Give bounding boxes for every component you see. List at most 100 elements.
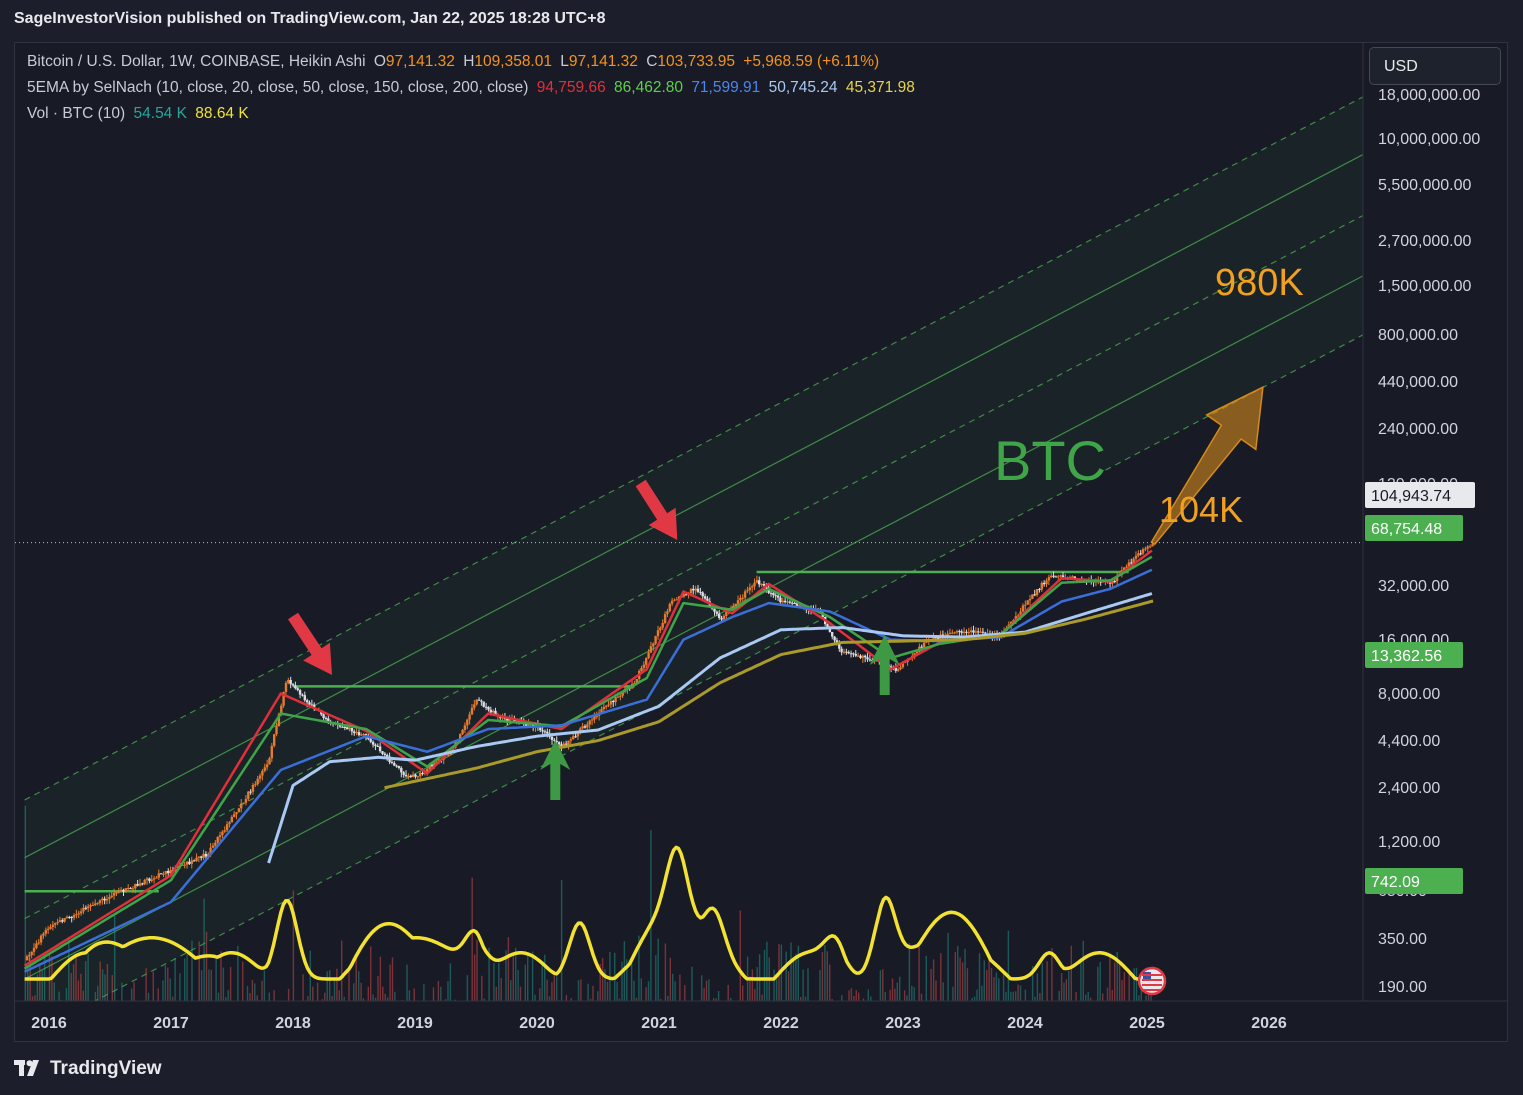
volume-bar — [515, 947, 517, 1001]
candle-body — [842, 651, 846, 653]
legend-h-label: H — [463, 53, 475, 70]
legend-o-label: O — [373, 53, 386, 70]
volume-bar — [1121, 980, 1123, 1001]
volume-bar — [899, 976, 901, 1001]
candle-body — [348, 727, 351, 730]
volume-bar — [476, 939, 478, 1001]
volume-bar — [826, 951, 828, 1001]
volume-bar — [633, 980, 635, 1001]
candle-body — [25, 956, 29, 961]
candle-body — [849, 653, 853, 655]
volume-bar — [65, 988, 68, 1001]
candle-body — [164, 871, 168, 874]
candle-body — [411, 774, 415, 777]
candle-body — [776, 595, 780, 598]
candle-body — [501, 717, 504, 719]
volume-bar — [157, 988, 159, 1001]
candle-body — [901, 662, 905, 668]
legend-c-label: C — [646, 53, 658, 70]
candle-body — [656, 630, 660, 637]
annotation-btc-label: BTC — [994, 429, 1106, 492]
candle-body — [852, 653, 855, 655]
volume-bar — [379, 956, 382, 1001]
volume-bar — [621, 961, 623, 1001]
candle-body — [670, 600, 674, 604]
volume-bar — [80, 973, 82, 1001]
candle-body — [371, 741, 375, 745]
us-flag-icon[interactable] — [1137, 966, 1167, 996]
candle-body — [353, 731, 356, 734]
candle-body — [856, 655, 860, 657]
candle-body — [306, 700, 309, 703]
candle-body — [652, 643, 655, 647]
level-price-label: 742.09 — [1371, 874, 1420, 891]
candle-body — [612, 700, 615, 703]
currency-button[interactable]: USD — [1369, 47, 1501, 85]
volume-bar — [440, 986, 442, 1001]
candle-body — [188, 861, 191, 864]
candle-body — [308, 702, 311, 705]
candle-body — [795, 603, 799, 607]
volume-bar — [599, 964, 601, 1001]
candle-body — [1040, 582, 1043, 590]
candle-body — [84, 907, 87, 909]
candle-body — [1050, 575, 1053, 578]
footer-brand[interactable]: TradingView — [14, 1058, 162, 1080]
x-axis-tick-label: 2025 — [1129, 1015, 1165, 1032]
volume-bar — [882, 969, 884, 1001]
volume-bar — [287, 988, 290, 1001]
candle-body — [35, 943, 38, 948]
volume-bar — [804, 996, 807, 1001]
legend-c-value: 103,733.95 — [657, 53, 735, 70]
volume-bar — [1114, 962, 1116, 1001]
chart-canvas[interactable]: 18,000,000.00 10,000,000.00 5,500,000.00 2,… — [15, 43, 1508, 1042]
volume-bar — [72, 964, 75, 1001]
candle-body — [1059, 575, 1062, 577]
chart-frame[interactable]: 18,000,000.00 10,000,000.00 5,500,000.00 2,… — [14, 42, 1508, 1042]
candle-body — [1141, 549, 1145, 554]
legend-volume-value-2: 88.64 K — [195, 105, 249, 122]
candle-body — [736, 600, 740, 604]
candle-body — [583, 726, 587, 728]
candle-body — [341, 726, 344, 728]
candle-body — [739, 597, 742, 601]
legend-volume-title[interactable]: Vol · BTC (10) — [27, 105, 126, 122]
volume-bar — [251, 980, 254, 1001]
candle-body — [588, 720, 591, 725]
candle-body — [108, 897, 111, 899]
volume-bar — [406, 964, 408, 1001]
volume-bar — [53, 982, 55, 1001]
volume-bar — [618, 998, 621, 1001]
us-flag-stripe — [1142, 984, 1162, 986]
volume-bar — [708, 979, 710, 1001]
candle-body — [972, 630, 975, 633]
candle-body — [953, 632, 956, 634]
volume-bar — [1082, 940, 1084, 1001]
candle-body — [72, 915, 76, 918]
candle-body — [706, 598, 709, 602]
y-axis-tick-label: 2,700,000.00 — [1378, 233, 1472, 250]
volume-bar — [1034, 996, 1036, 1001]
legend-ema50-value: 71,599.91 — [691, 79, 761, 96]
y-axis-tick-label: 240,000.00 — [1378, 421, 1458, 438]
legend-ema-title[interactable]: 5EMA by SelNach (10, close, 20, close, 5… — [27, 79, 529, 96]
volume-bar — [727, 984, 729, 1001]
candle-body — [46, 928, 50, 930]
candle-body — [369, 738, 372, 742]
volume-bar — [986, 970, 988, 1001]
volume-bar — [787, 971, 790, 1001]
volume-bar — [783, 999, 785, 1001]
candle-body — [360, 734, 363, 736]
volume-bar — [829, 964, 831, 1001]
volume-bar — [626, 959, 628, 1001]
volume-bar — [995, 972, 998, 1001]
volume-bar — [961, 962, 964, 1001]
candle-body — [303, 695, 306, 701]
volume-bar — [896, 982, 898, 1001]
candle-body — [152, 878, 156, 880]
legend-symbol[interactable]: Bitcoin / U.S. Dollar, 1W, COINBASE, Hei… — [27, 53, 366, 70]
candle-body — [468, 714, 471, 720]
volume-bar — [481, 975, 483, 1001]
volume-bar — [548, 996, 551, 1001]
candle-body — [1073, 576, 1076, 580]
